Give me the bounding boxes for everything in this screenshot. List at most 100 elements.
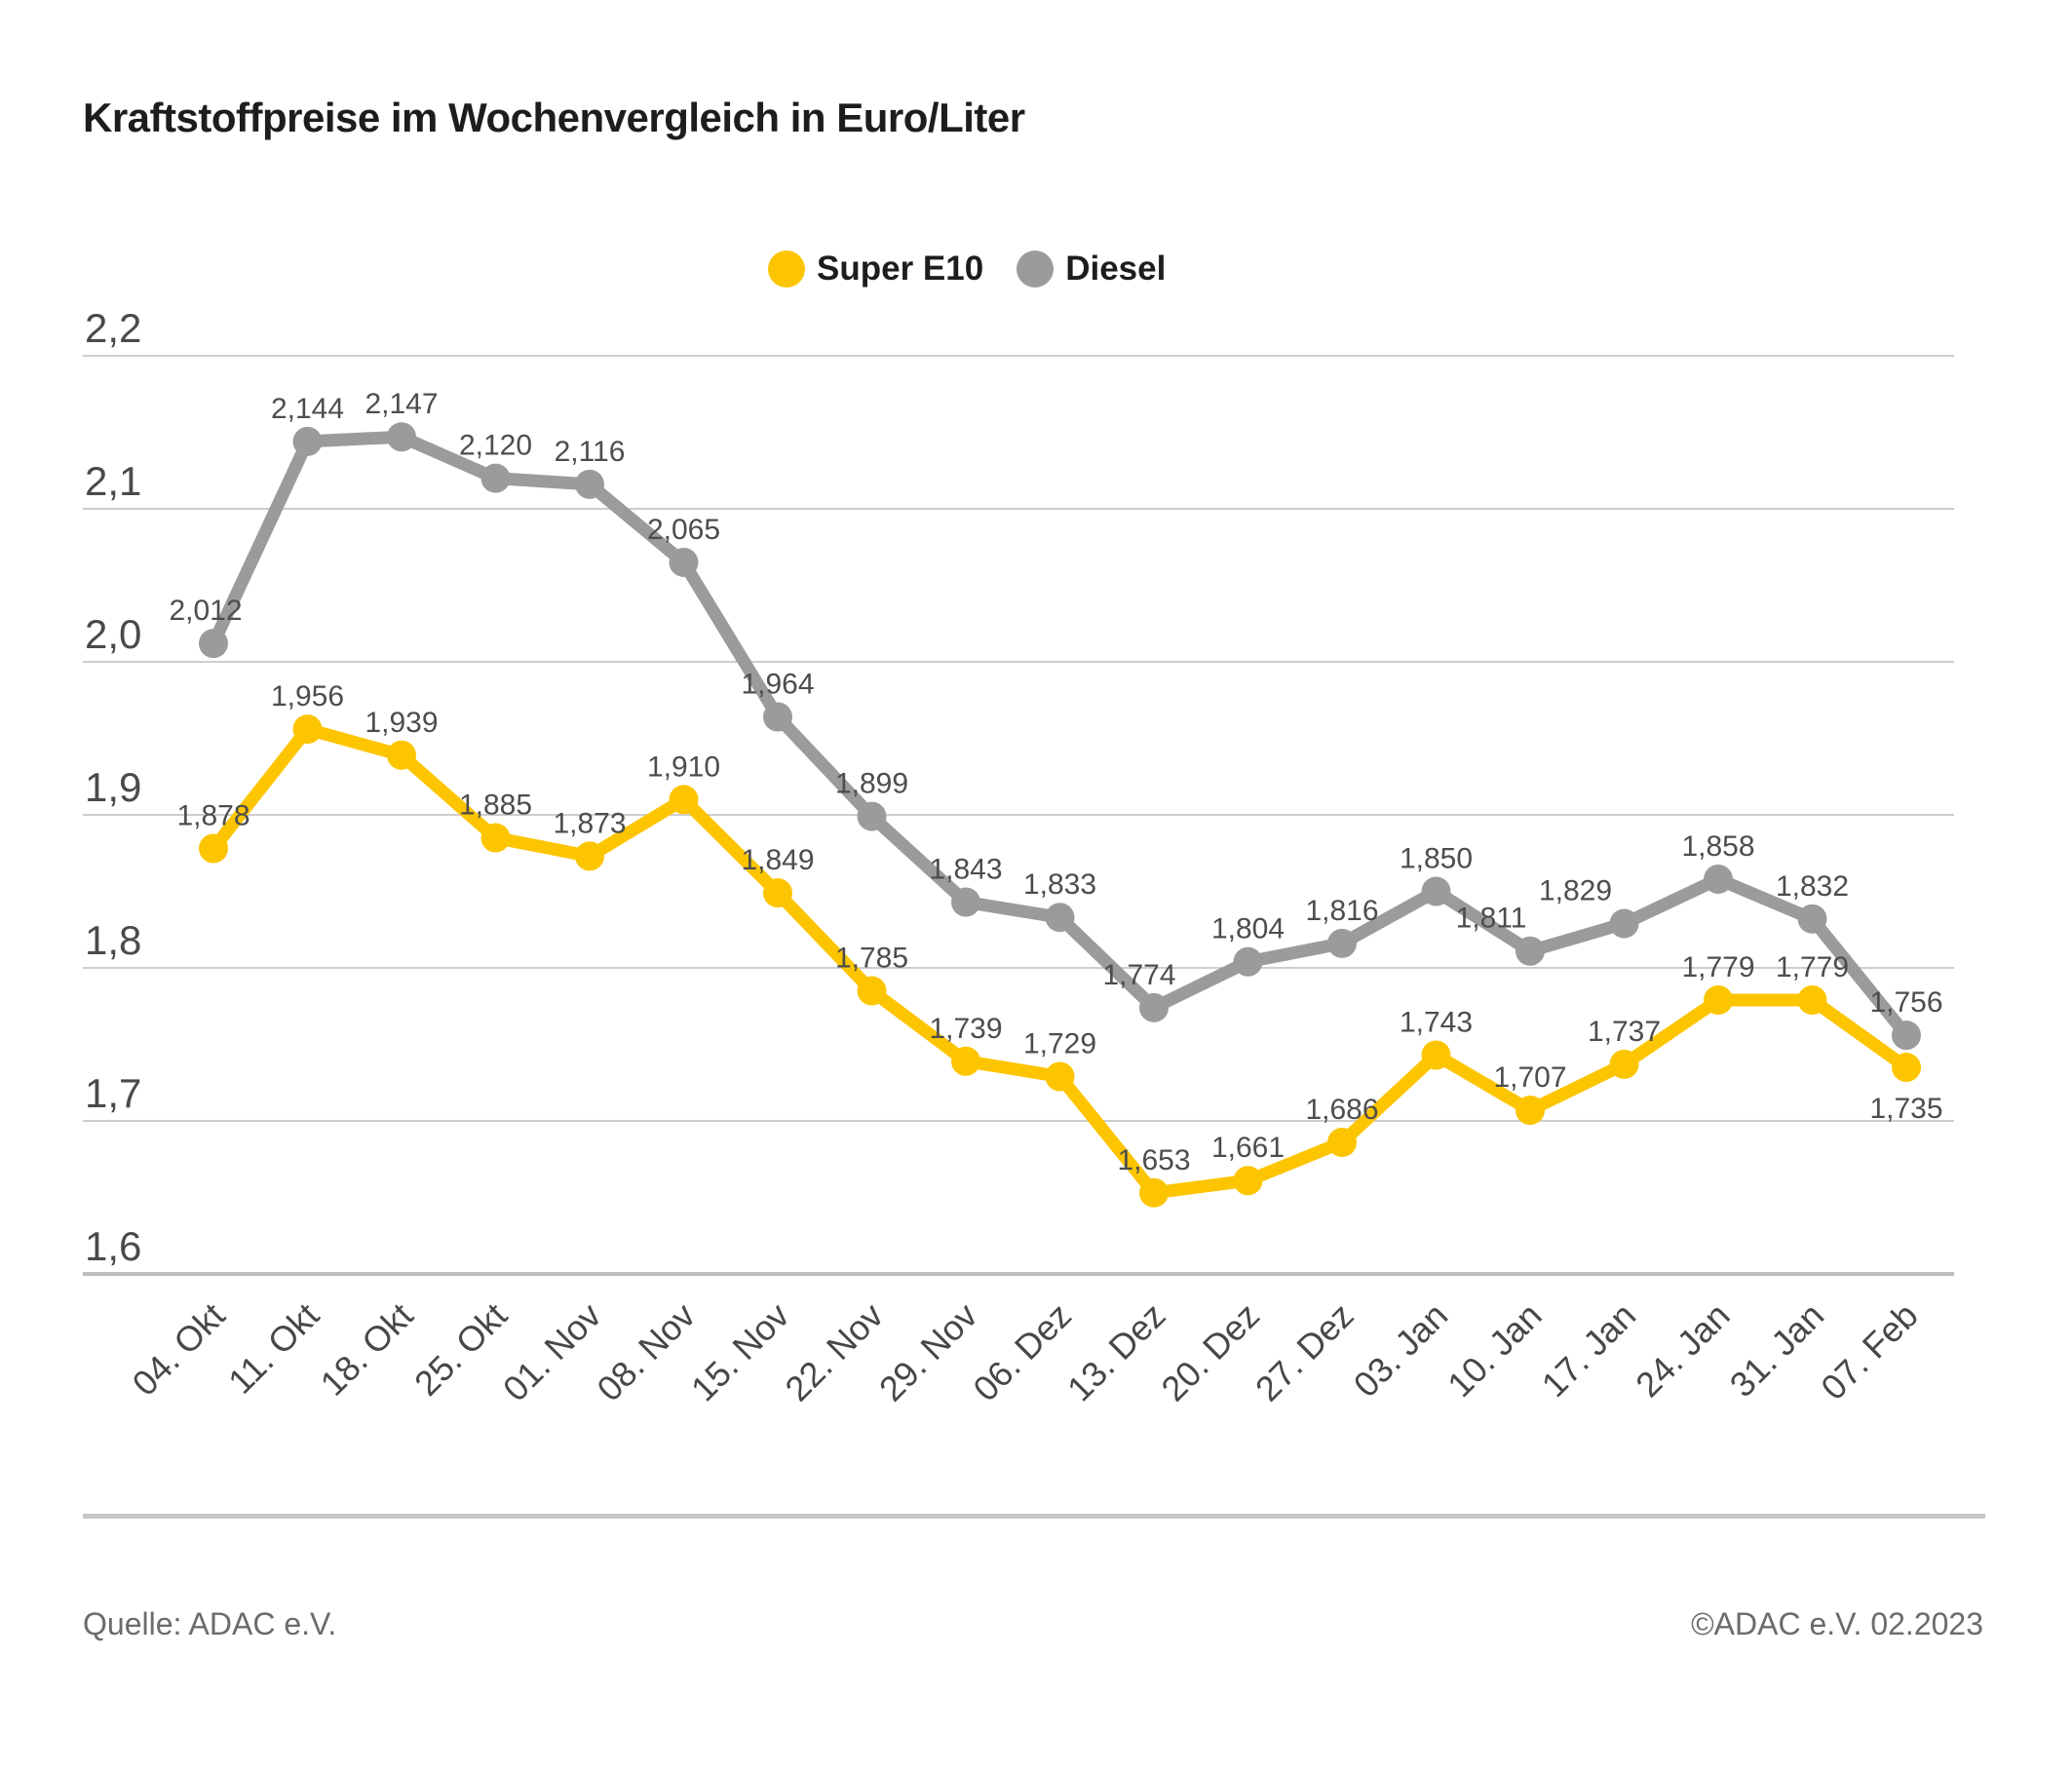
y-axis-label: 1,8 xyxy=(85,917,141,963)
data-point-diesel xyxy=(1233,946,1263,977)
data-label-diesel: 2,147 xyxy=(365,388,438,420)
data-label-diesel: 1,804 xyxy=(1211,913,1285,945)
data-label-diesel: 1,829 xyxy=(1539,874,1612,906)
data-point-diesel xyxy=(1609,908,1639,939)
x-axis-label: 04. Okt xyxy=(125,1295,233,1404)
footer-divider xyxy=(83,1514,1985,1519)
y-axis-label: 2,0 xyxy=(85,611,141,657)
data-label-diesel: 1,832 xyxy=(1776,870,1849,903)
data-point-super-e10 xyxy=(480,823,511,853)
data-point-diesel xyxy=(763,702,792,732)
data-label-super-e10: 1,956 xyxy=(271,680,344,713)
data-label-diesel: 2,065 xyxy=(647,514,720,546)
data-label-diesel: 1,816 xyxy=(1305,895,1378,927)
data-label-diesel: 1,756 xyxy=(1869,986,1942,1019)
data-label-super-e10: 1,785 xyxy=(835,943,908,975)
x-axis-label: 06. Dez xyxy=(965,1295,1079,1409)
data-label-super-e10: 1,735 xyxy=(1869,1093,1942,1125)
x-axis-label: 17. Jan xyxy=(1534,1295,1643,1405)
data-label-diesel: 1,858 xyxy=(1681,830,1754,863)
legend-dot-super-e10 xyxy=(768,251,805,288)
data-point-diesel xyxy=(1516,936,1545,966)
data-point-diesel xyxy=(292,426,323,456)
x-axis-label: 24. Jan xyxy=(1628,1295,1737,1405)
page-title: Kraftstoffpreise im Wochenvergleich in E… xyxy=(83,95,1025,140)
x-axis-label: 03. Jan xyxy=(1346,1295,1455,1405)
data-point-diesel xyxy=(1139,992,1169,1022)
y-axis-label: 2,1 xyxy=(85,458,141,504)
data-point-super-e10 xyxy=(199,833,228,864)
data-point-super-e10 xyxy=(1327,1127,1357,1157)
data-label-diesel: 2,116 xyxy=(555,436,626,468)
data-point-super-e10 xyxy=(1516,1096,1545,1126)
data-point-diesel xyxy=(387,422,416,452)
data-label-super-e10: 1,739 xyxy=(929,1013,1002,1045)
data-point-diesel xyxy=(1704,864,1733,894)
data-label-super-e10: 1,653 xyxy=(1117,1144,1190,1176)
series-line-diesel xyxy=(207,430,1913,1042)
data-point-super-e10 xyxy=(1892,1053,1921,1083)
data-label-diesel: 1,843 xyxy=(929,853,1002,885)
data-point-super-e10 xyxy=(387,740,416,770)
x-axis-label: 07. Feb xyxy=(1813,1295,1925,1407)
data-label-super-e10: 1,729 xyxy=(1023,1027,1096,1060)
copyright-note: ©ADAC e.V. 02.2023 xyxy=(1691,1606,1983,1641)
data-label-super-e10: 1,743 xyxy=(1400,1006,1473,1038)
data-point-diesel xyxy=(857,801,887,831)
legend-label-diesel: Diesel xyxy=(1065,250,1167,288)
x-axis-label: 27. Dez xyxy=(1247,1295,1362,1409)
data-point-super-e10 xyxy=(1233,1166,1263,1196)
x-axis-label: 29. Nov xyxy=(871,1295,985,1409)
data-label-diesel: 2,144 xyxy=(271,393,344,425)
data-label-super-e10: 1,885 xyxy=(459,790,532,822)
x-axis-label: 10. Jan xyxy=(1439,1295,1549,1405)
x-axis-label: 25. Okt xyxy=(406,1295,515,1404)
data-point-super-e10 xyxy=(1421,1040,1451,1070)
data-point-diesel xyxy=(480,463,511,493)
data-label-diesel: 1,833 xyxy=(1023,868,1096,901)
x-axis-label: 08. Nov xyxy=(589,1295,703,1409)
x-axis-label: 22. Nov xyxy=(777,1295,891,1409)
data-point-diesel xyxy=(199,629,228,659)
legend-label-super-e10: Super E10 xyxy=(817,250,984,288)
data-point-diesel xyxy=(1327,928,1357,958)
data-label-super-e10: 1,849 xyxy=(741,844,814,876)
data-label-super-e10: 1,661 xyxy=(1211,1132,1285,1164)
data-point-diesel xyxy=(1045,903,1075,933)
source-note: Quelle: ADAC e.V. xyxy=(83,1606,337,1641)
data-point-super-e10 xyxy=(1045,1061,1075,1092)
data-point-diesel xyxy=(951,887,980,917)
data-point-diesel xyxy=(1797,904,1827,934)
data-label-super-e10: 1,910 xyxy=(647,751,720,783)
data-label-diesel: 1,774 xyxy=(1102,959,1175,991)
data-label-super-e10: 1,779 xyxy=(1681,951,1754,983)
data-point-super-e10 xyxy=(1797,984,1827,1015)
x-axis-label: 11. Okt xyxy=(220,1295,326,1402)
data-point-super-e10 xyxy=(857,976,887,1006)
data-label-diesel: 1,811 xyxy=(1456,903,1527,935)
data-point-diesel xyxy=(1892,1021,1921,1051)
data-point-diesel xyxy=(1421,876,1451,906)
x-axis-label: 15. Nov xyxy=(683,1295,797,1409)
y-axis-label: 1,9 xyxy=(85,764,141,810)
x-axis-label: 31. Jan xyxy=(1722,1295,1831,1405)
data-label-super-e10: 1,686 xyxy=(1305,1094,1378,1126)
data-label-super-e10: 1,737 xyxy=(1588,1016,1661,1048)
data-point-super-e10 xyxy=(669,785,699,815)
data-point-super-e10 xyxy=(763,878,792,908)
data-point-super-e10 xyxy=(1704,984,1733,1015)
data-label-diesel: 2,012 xyxy=(169,595,242,627)
x-axis-label: 20. Dez xyxy=(1153,1295,1267,1409)
data-label-super-e10: 1,779 xyxy=(1776,951,1849,983)
data-point-super-e10 xyxy=(1609,1049,1639,1079)
x-axis-label: 01. Nov xyxy=(495,1295,609,1409)
data-point-super-e10 xyxy=(951,1046,980,1076)
data-point-super-e10 xyxy=(292,714,323,745)
data-label-diesel: 1,850 xyxy=(1400,843,1473,875)
data-label-diesel: 1,899 xyxy=(835,768,908,800)
y-axis-label: 1,7 xyxy=(85,1070,141,1116)
data-label-diesel: 2,120 xyxy=(459,430,532,462)
data-label-diesel: 1,964 xyxy=(741,669,814,701)
data-label-super-e10: 1,873 xyxy=(553,807,626,839)
